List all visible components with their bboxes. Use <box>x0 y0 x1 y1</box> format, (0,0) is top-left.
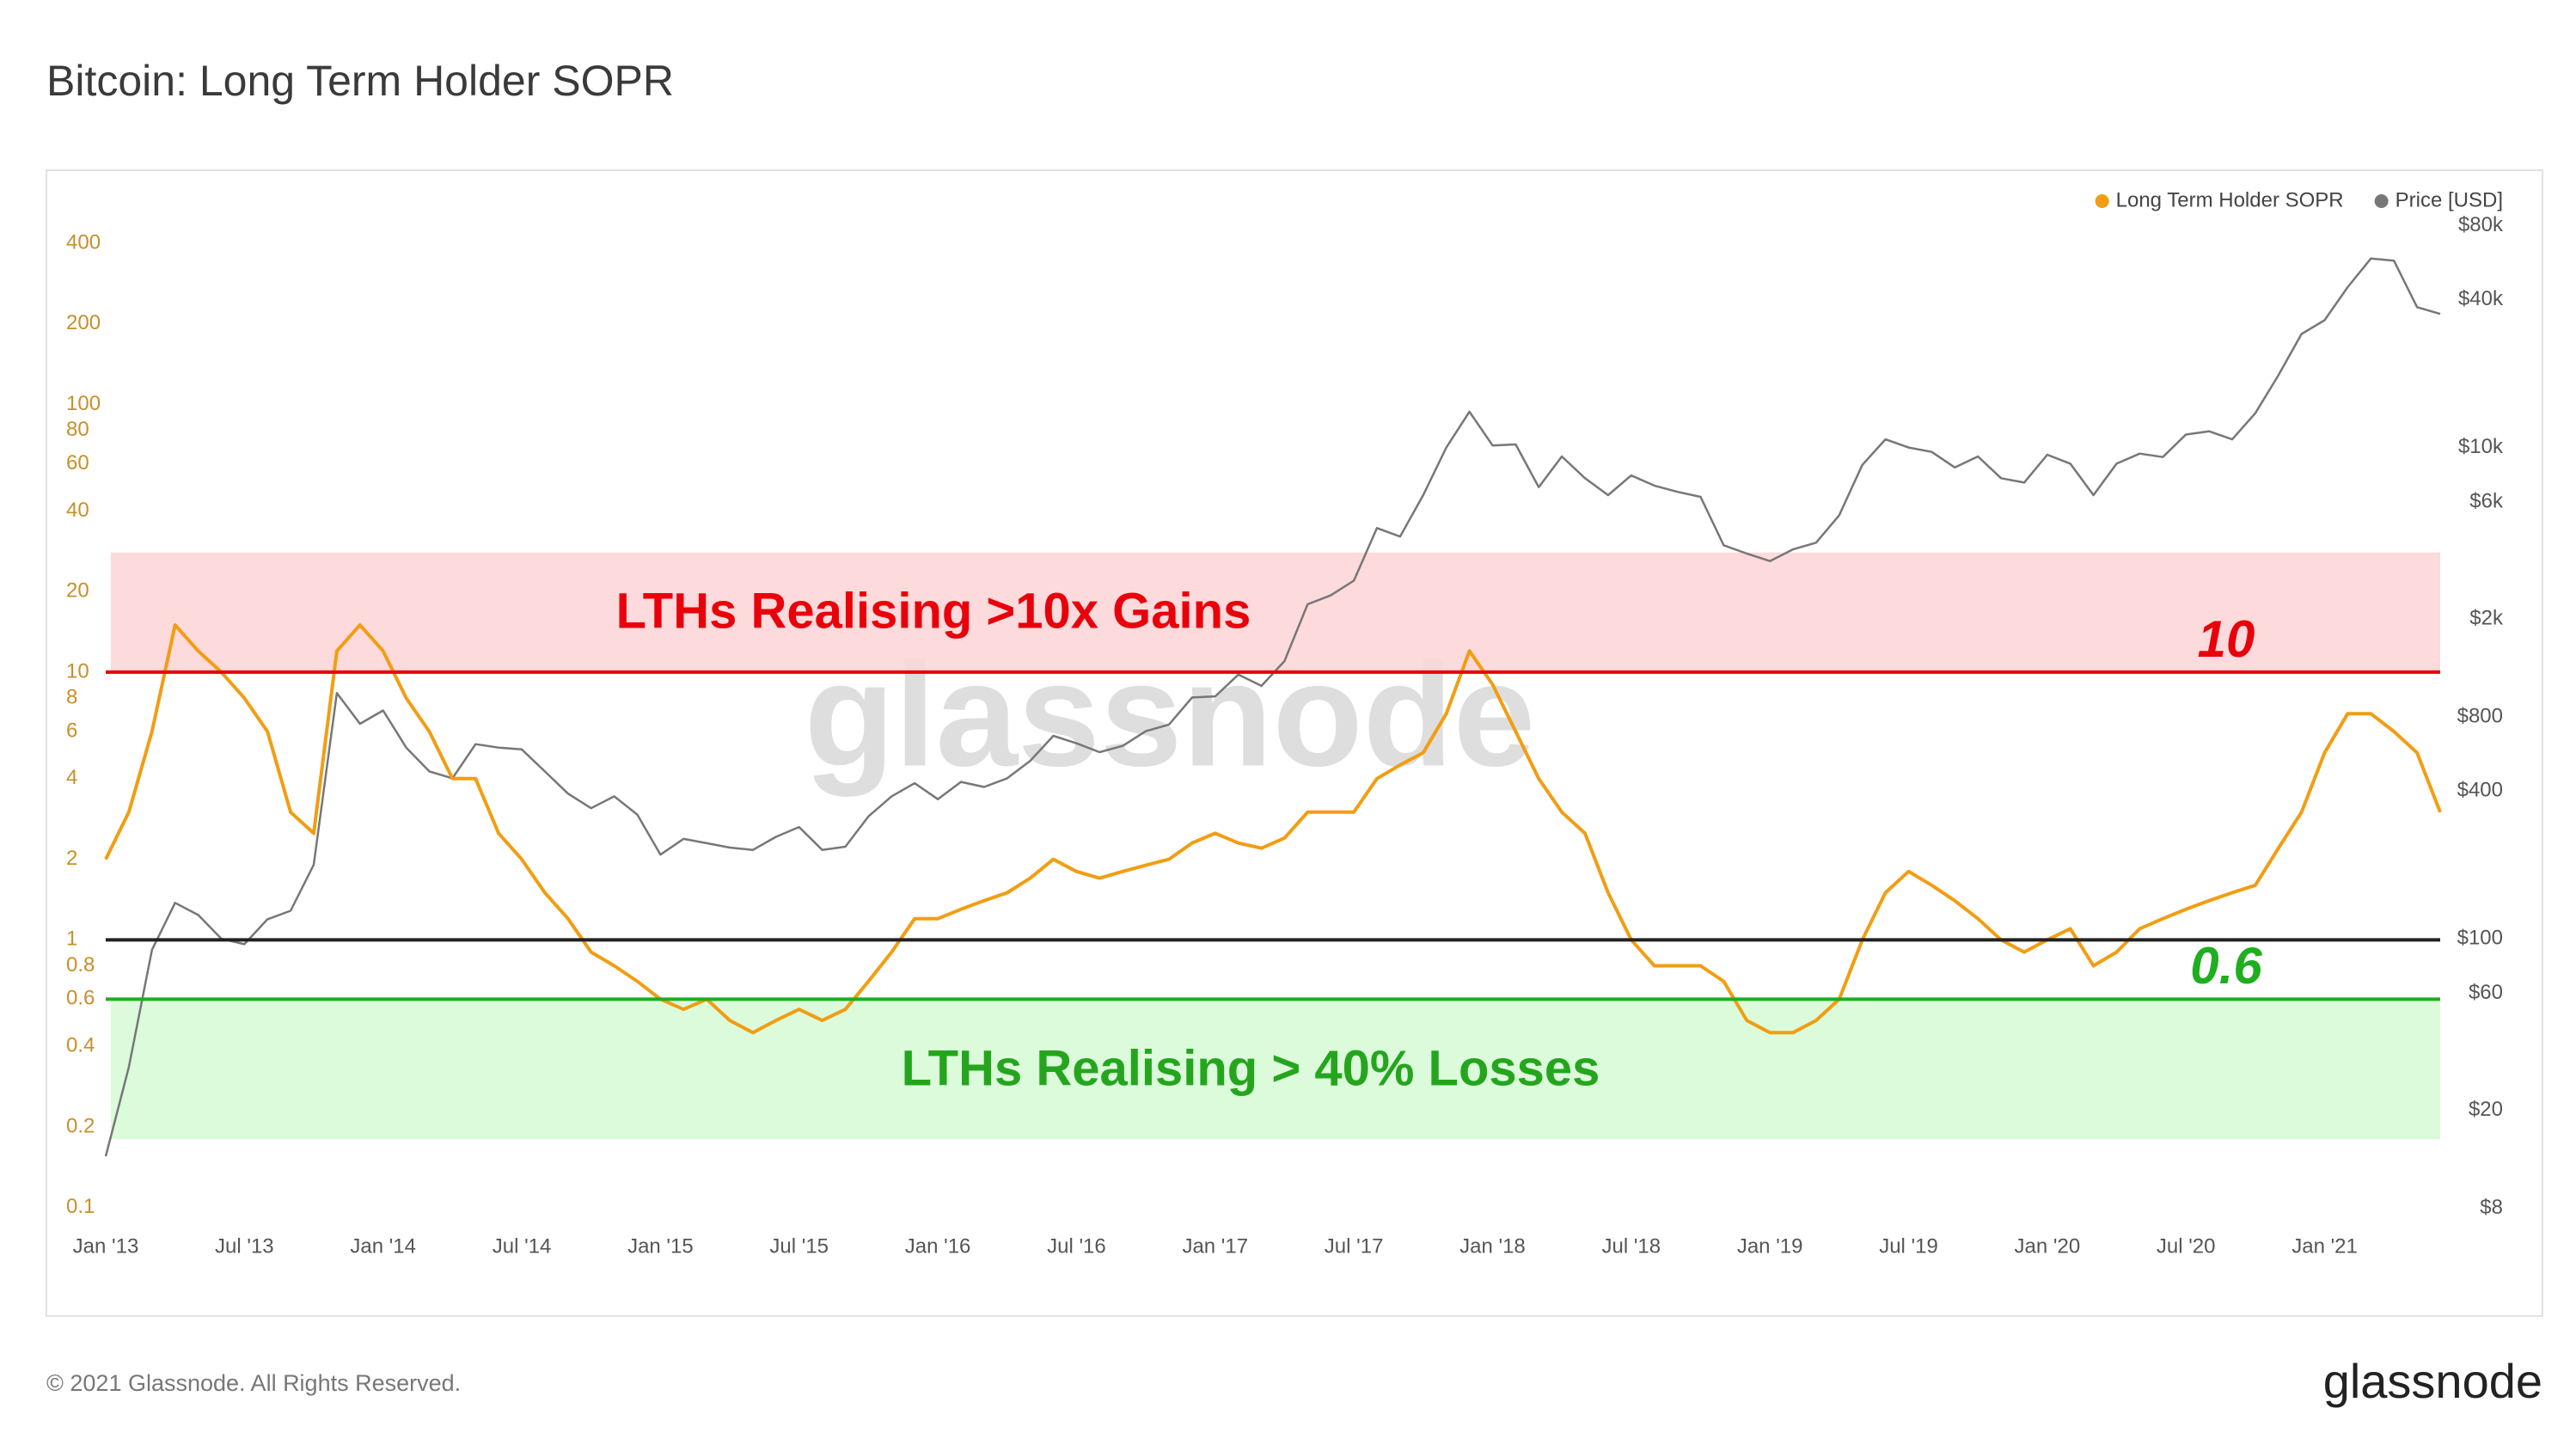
y2-tick-label: $8 <box>2480 1196 2503 1219</box>
x-tick-label: Jul '19 <box>1879 1234 1938 1258</box>
y2-tick-label: $400 <box>2457 778 2503 801</box>
y-tick-label: 0.1 <box>66 1195 95 1218</box>
y-tick-label: 0.6 <box>66 987 95 1010</box>
x-tick-label: Jan '19 <box>1737 1234 1803 1258</box>
y2-tick-label: $40k <box>2458 287 2504 310</box>
y-tick-label: 2 <box>66 847 77 870</box>
y-tick-label: 1 <box>66 928 77 951</box>
chart-frame <box>46 169 2543 1317</box>
y-tick-label: 4 <box>66 766 77 789</box>
x-tick-label: Jul '16 <box>1047 1234 1106 1258</box>
x-tick-label: Jan '20 <box>2015 1234 2081 1258</box>
legend-label: Price [USD] <box>2395 188 2503 211</box>
y-tick-label: 400 <box>66 230 101 254</box>
y-tick-label: 0.8 <box>66 953 95 977</box>
x-tick-label: Jan '15 <box>627 1234 694 1258</box>
y-tick-label: 6 <box>66 719 77 742</box>
y-tick-label: 8 <box>66 685 77 708</box>
y2-tick-label: $10k <box>2458 435 2504 458</box>
y-tick-label: 60 <box>66 451 89 475</box>
y2-tick-label: $6k <box>2469 489 2504 512</box>
x-tick-label: Jan '14 <box>350 1234 416 1258</box>
y2-tick-label: $2k <box>2469 607 2504 630</box>
y2-tick-label: $20 <box>2469 1098 2503 1121</box>
x-tick-label: Jul '20 <box>2157 1234 2216 1258</box>
x-tick-label: Jul '14 <box>493 1234 552 1258</box>
x-tick-label: Jan '21 <box>2291 1234 2358 1258</box>
reference-label: 10 <box>2198 610 2255 668</box>
y-tick-label: 0.4 <box>66 1034 95 1057</box>
y2-tick-label: $80k <box>2458 213 2504 236</box>
y-tick-label: 80 <box>66 418 89 441</box>
x-tick-label: Jul '17 <box>1325 1234 1384 1258</box>
chart-title: Bitcoin: Long Term Holder SOPR <box>46 57 674 105</box>
x-tick-label: Jan '18 <box>1459 1234 1526 1258</box>
x-tick-label: Jan '16 <box>905 1234 971 1258</box>
band-label: LTHs Realising > 40% Losses <box>902 1040 1600 1096</box>
y-tick-label: 40 <box>66 499 89 522</box>
brand: glassnode <box>2323 1354 2542 1408</box>
y-tick-label: 100 <box>66 392 101 415</box>
y-tick-label: 0.2 <box>66 1114 95 1137</box>
x-tick-label: Jan '13 <box>73 1234 139 1258</box>
x-tick-label: Jul '18 <box>1601 1234 1661 1258</box>
legend-label: Long Term Holder SOPR <box>2116 188 2344 211</box>
series-line <box>104 623 2442 1035</box>
band <box>111 999 2440 1140</box>
x-tick-label: Jul '13 <box>215 1234 274 1258</box>
y-tick-label: 20 <box>66 579 89 603</box>
x-tick-label: Jan '17 <box>1182 1234 1248 1258</box>
band-label: LTHs Realising >10x Gains <box>616 583 1251 639</box>
legend-swatch <box>2374 194 2389 208</box>
y2-tick-label: $800 <box>2457 704 2503 727</box>
y2-tick-label: $60 <box>2469 981 2503 1004</box>
x-tick-label: Jul '15 <box>769 1234 829 1258</box>
y-tick-label: 10 <box>66 659 89 683</box>
plot-area: glassnode0.10.20.40.60.81246810204060801… <box>66 188 2504 1258</box>
reference-label: 0.6 <box>2190 937 2262 995</box>
legend-swatch <box>2095 194 2109 208</box>
band <box>111 552 2440 672</box>
copyright: © 2021 Glassnode. All Rights Reserved. <box>46 1370 461 1396</box>
y2-tick-label: $100 <box>2457 926 2503 949</box>
y-tick-label: 200 <box>66 311 101 334</box>
